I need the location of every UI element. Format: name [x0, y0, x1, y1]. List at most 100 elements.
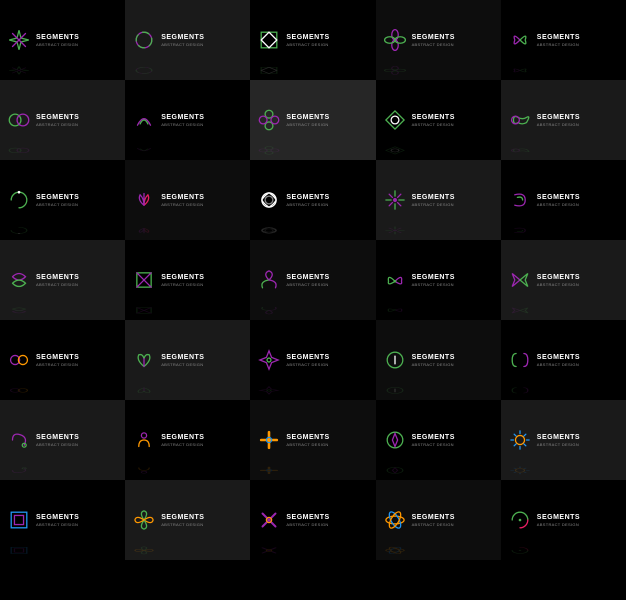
label-block: SEGMENTS ABSTRACT DESIGN — [161, 514, 204, 527]
label-block: SEGMENTS ABSTRACT DESIGN — [36, 354, 79, 367]
logo-cell-2: SEGMENTS ABSTRACT DESIGN — [250, 0, 375, 80]
segment-icon-arc — [6, 187, 32, 213]
segment-sub: ABSTRACT DESIGN — [161, 122, 204, 127]
label-block: SEGMENTS ABSTRACT DESIGN — [286, 354, 329, 367]
reflection — [256, 472, 282, 475]
segment-sub: ABSTRACT DESIGN — [286, 362, 329, 367]
logo-cell-23: SEGMENTS ABSTRACT DESIGN — [376, 320, 501, 400]
segment-title: SEGMENTS — [286, 434, 329, 441]
segment-sub: ABSTRACT DESIGN — [36, 282, 79, 287]
segment-title: SEGMENTS — [412, 434, 455, 441]
logo-cell-27: SEGMENTS ABSTRACT DESIGN — [250, 400, 375, 480]
label-block: SEGMENTS ABSTRACT DESIGN — [286, 434, 329, 447]
segment-sub: ABSTRACT DESIGN — [161, 202, 204, 207]
reflection — [382, 72, 408, 75]
logo-cell-15: SEGMENTS ABSTRACT DESIGN — [0, 240, 125, 320]
segment-title: SEGMENTS — [537, 354, 580, 361]
segment-sub: ABSTRACT DESIGN — [412, 202, 455, 207]
logo-cell-17: SEGMENTS ABSTRACT DESIGN — [250, 240, 375, 320]
segment-sub: ABSTRACT DESIGN — [161, 362, 204, 367]
segment-sub: ABSTRACT DESIGN — [161, 282, 204, 287]
label-block: SEGMENTS ABSTRACT DESIGN — [161, 114, 204, 127]
segment-sub: ABSTRACT DESIGN — [286, 202, 329, 207]
segment-title: SEGMENTS — [537, 34, 580, 41]
logo-cell-11: SEGMENTS ABSTRACT DESIGN — [125, 160, 250, 240]
label-block: SEGMENTS ABSTRACT DESIGN — [537, 114, 580, 127]
segment-icon-plus — [256, 427, 282, 453]
segment-icon-frame — [6, 507, 32, 533]
segment-title: SEGMENTS — [36, 114, 79, 121]
segment-title: SEGMENTS — [161, 194, 204, 201]
reflection — [256, 72, 282, 75]
segment-icon-rose — [256, 187, 282, 213]
label-block: SEGMENTS ABSTRACT DESIGN — [286, 114, 329, 127]
segment-sub: ABSTRACT DESIGN — [286, 122, 329, 127]
segment-icon-heart — [131, 347, 157, 373]
segment-title: SEGMENTS — [36, 434, 79, 441]
segment-icon-loops — [6, 107, 32, 133]
label-block: SEGMENTS ABSTRACT DESIGN — [286, 514, 329, 527]
segment-sub: ABSTRACT DESIGN — [412, 522, 455, 527]
logo-cell-30: SEGMENTS ABSTRACT DESIGN — [0, 480, 125, 560]
logo-cell-12: SEGMENTS ABSTRACT DESIGN — [250, 160, 375, 240]
segment-icon-burst — [382, 187, 408, 213]
segment-sub: ABSTRACT DESIGN — [537, 362, 580, 367]
segment-icon-lotus — [131, 187, 157, 213]
label-block: SEGMENTS ABSTRACT DESIGN — [36, 34, 79, 47]
segment-title: SEGMENTS — [412, 274, 455, 281]
logo-cell-25: SEGMENTS ABSTRACT DESIGN — [0, 400, 125, 480]
segment-sub: ABSTRACT DESIGN — [537, 122, 580, 127]
segment-sub: ABSTRACT DESIGN — [286, 282, 329, 287]
reflection — [507, 312, 533, 315]
logo-cell-14: SEGMENTS ABSTRACT DESIGN — [501, 160, 626, 240]
segment-sub: ABSTRACT DESIGN — [161, 522, 204, 527]
segment-icon-swirl — [507, 187, 533, 213]
segment-sub: ABSTRACT DESIGN — [36, 362, 79, 367]
logo-cell-19: SEGMENTS ABSTRACT DESIGN — [501, 240, 626, 320]
label-block: SEGMENTS ABSTRACT DESIGN — [161, 354, 204, 367]
logo-cell-4: SEGMENTS ABSTRACT DESIGN — [501, 0, 626, 80]
label-block: SEGMENTS ABSTRACT DESIGN — [286, 34, 329, 47]
reflection — [256, 552, 282, 555]
logo-cell-7: SEGMENTS ABSTRACT DESIGN — [250, 80, 375, 160]
segment-sub: ABSTRACT DESIGN — [412, 42, 455, 47]
label-block: SEGMENTS ABSTRACT DESIGN — [412, 274, 455, 287]
logo-cell-6: SEGMENTS ABSTRACT DESIGN — [125, 80, 250, 160]
segment-icon-leaf3 — [256, 267, 282, 293]
reflection — [131, 72, 157, 75]
segment-icon-person — [131, 427, 157, 453]
label-block: SEGMENTS ABSTRACT DESIGN — [537, 434, 580, 447]
reflection — [6, 552, 32, 555]
segment-sub: ABSTRACT DESIGN — [36, 442, 79, 447]
label-block: SEGMENTS ABSTRACT DESIGN — [36, 274, 79, 287]
reflection — [382, 232, 408, 235]
segment-sub: ABSTRACT DESIGN — [286, 522, 329, 527]
label-block: SEGMENTS ABSTRACT DESIGN — [412, 194, 455, 207]
segment-title: SEGMENTS — [412, 354, 455, 361]
segment-title: SEGMENTS — [36, 194, 79, 201]
segment-sub: ABSTRACT DESIGN — [286, 442, 329, 447]
segment-icon-gauge — [507, 507, 533, 533]
label-block: SEGMENTS ABSTRACT DESIGN — [537, 514, 580, 527]
label-block: SEGMENTS ABSTRACT DESIGN — [161, 274, 204, 287]
segment-icon-boxcross — [131, 267, 157, 293]
segment-sub: ABSTRACT DESIGN — [161, 42, 204, 47]
segment-sub: ABSTRACT DESIGN — [412, 282, 455, 287]
segment-sub: ABSTRACT DESIGN — [36, 42, 79, 47]
segment-icon-circle — [382, 347, 408, 373]
segment-title: SEGMENTS — [537, 514, 580, 521]
logo-cell-31: SEGMENTS ABSTRACT DESIGN — [125, 480, 250, 560]
segment-icon-square4 — [256, 27, 282, 53]
segment-icon-brackets — [507, 347, 533, 373]
segment-icon-butterfly — [507, 27, 533, 53]
logo-cell-32: SEGMENTS ABSTRACT DESIGN — [250, 480, 375, 560]
label-block: SEGMENTS ABSTRACT DESIGN — [412, 34, 455, 47]
logo-cell-21: SEGMENTS ABSTRACT DESIGN — [125, 320, 250, 400]
segment-title: SEGMENTS — [286, 34, 329, 41]
segment-title: SEGMENTS — [286, 114, 329, 121]
reflection — [507, 552, 533, 555]
segment-icon-infinity — [507, 107, 533, 133]
segment-icon-flower4 — [256, 107, 282, 133]
reflection — [382, 392, 408, 395]
segment-sub: ABSTRACT DESIGN — [537, 282, 580, 287]
